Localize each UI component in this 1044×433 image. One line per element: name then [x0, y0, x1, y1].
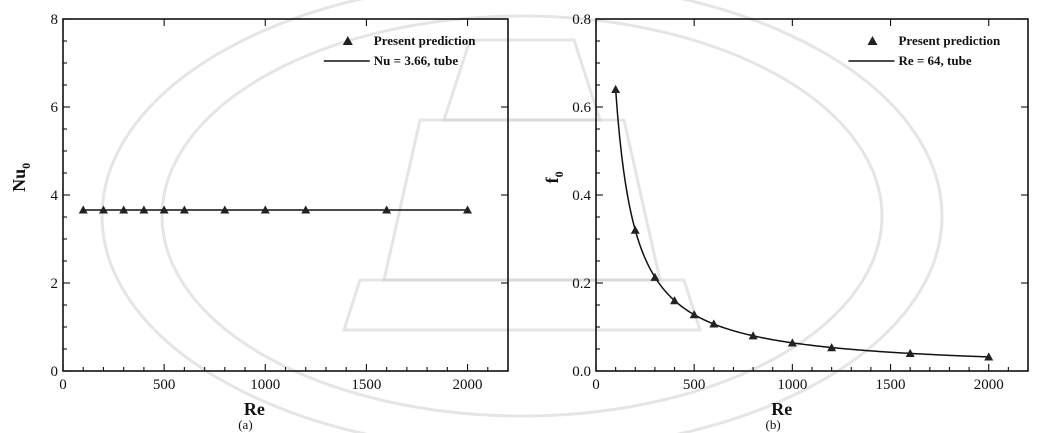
- panel-b-y-axis-label: f0: [542, 171, 566, 183]
- y-tick-label: 0.8: [572, 12, 591, 28]
- panel-a-y-axis-label-main: Nu: [9, 169, 29, 192]
- data-point: [905, 348, 915, 357]
- panel-b: 0 500 1000 1500 2000 0.00.20.40.60.8 Re (b) …: [542, 12, 1029, 432]
- panel-a-series: [78, 205, 473, 214]
- data-point: [301, 205, 311, 214]
- panel-a-legend: Present prediction Nu = 3.66, tube: [323, 33, 476, 68]
- watermark-seal: [100, 0, 944, 433]
- data-point: [650, 272, 660, 281]
- panel-a-label: (a): [238, 417, 252, 432]
- series-line: [614, 89, 989, 358]
- panel-a-legend-entry-2: Nu = 3.66, tube: [374, 53, 459, 68]
- panel-b-y-ticks: 0.0 0.2 0.4 0.6 0.8: [572, 12, 1028, 380]
- panel-b-x-axis-label: Re: [771, 399, 792, 419]
- panel-b-legend-entry-2: Re = 64, tube: [898, 53, 971, 68]
- data-point: [78, 205, 88, 214]
- x-tick-label: 1000: [777, 377, 807, 393]
- panel-a-legend-marker: [342, 36, 353, 45]
- data-point: [709, 319, 719, 328]
- y-tick-label: 0: [51, 364, 59, 380]
- data-point: [260, 205, 270, 214]
- y-tick-label: 2: [51, 276, 59, 292]
- data-point: [98, 205, 108, 214]
- data-point: [670, 296, 680, 305]
- data-point: [827, 343, 837, 352]
- data-point: [382, 205, 392, 214]
- y-tick-label: 0.4: [572, 188, 591, 204]
- data-point: [159, 205, 169, 214]
- panel-b-y-axis-label-main: f: [542, 176, 562, 183]
- panel-a-y-axis-label: Nu0: [9, 163, 33, 192]
- x-tick-label: 1000: [250, 377, 280, 393]
- data-point: [119, 205, 129, 214]
- x-tick-label: 500: [153, 377, 176, 393]
- panel-b-plot-frame: [595, 18, 1029, 372]
- panel-b-legend: Present prediction Re = 64, tube: [848, 33, 1001, 68]
- y-tick-label: 8: [51, 12, 59, 28]
- panel-a-x-ticks: 0 500 1000 1500 2000: [59, 19, 489, 393]
- y-tick-label: 4: [51, 188, 59, 204]
- data-point: [611, 84, 621, 93]
- panel-b-label: (b): [766, 417, 781, 432]
- x-tick-label: 2000: [453, 377, 483, 393]
- data-point: [220, 205, 230, 214]
- x-tick-label: 1500: [876, 377, 906, 393]
- panel-a-legend-entry-1: Present prediction: [374, 33, 476, 48]
- x-tick-label: 500: [683, 377, 706, 393]
- panel-b-legend-entry-1: Present prediction: [898, 33, 1000, 48]
- panel-b-series: [611, 84, 994, 361]
- panel-a-y-ticks: 0 2 4 6 8: [51, 12, 508, 380]
- x-tick-label: 0: [59, 377, 67, 393]
- y-tick-label: 0.6: [572, 100, 591, 116]
- data-point: [689, 310, 699, 319]
- data-point: [463, 205, 473, 214]
- data-point: [139, 205, 149, 214]
- y-tick-label: 0.0: [572, 364, 591, 380]
- data-point: [179, 205, 189, 214]
- y-tick-label: 0.2: [572, 276, 591, 292]
- panel-b-y-axis-label-sub: 0: [552, 171, 566, 177]
- x-tick-label: 2000: [974, 377, 1004, 393]
- y-tick-label: 6: [51, 100, 59, 116]
- panel-a-plot-frame: [62, 18, 509, 372]
- data-point: [984, 352, 994, 361]
- panel-a-y-axis-label-sub: 0: [19, 163, 33, 169]
- data-point: [630, 225, 640, 234]
- panel-b-legend-marker: [867, 36, 878, 45]
- x-tick-label: 1500: [351, 377, 381, 393]
- data-point: [748, 331, 758, 340]
- panel-a-x-axis-label: Re: [244, 399, 265, 419]
- panel-b-x-ticks: 0 500 1000 1500 2000: [592, 19, 1009, 393]
- data-point: [787, 338, 797, 347]
- x-tick-label: 0: [592, 377, 600, 393]
